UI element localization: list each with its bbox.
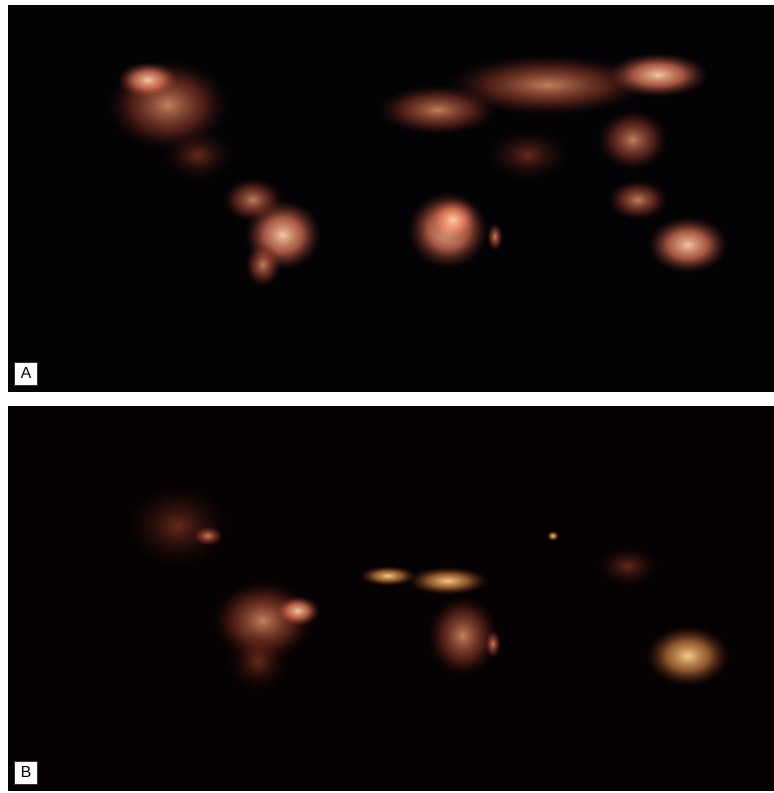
panel-label: B <box>14 761 38 785</box>
fire-map-a <box>8 5 774 392</box>
fire-clusters <box>108 53 728 287</box>
panel-label: A <box>14 362 38 386</box>
fire-clusters <box>128 486 730 691</box>
fire-map-b <box>8 406 774 791</box>
page: A B (() => { const data = JSON.parse(doc… <box>0 0 774 793</box>
map-panel-a: A <box>8 5 774 392</box>
map-panel-b: B <box>8 406 774 791</box>
